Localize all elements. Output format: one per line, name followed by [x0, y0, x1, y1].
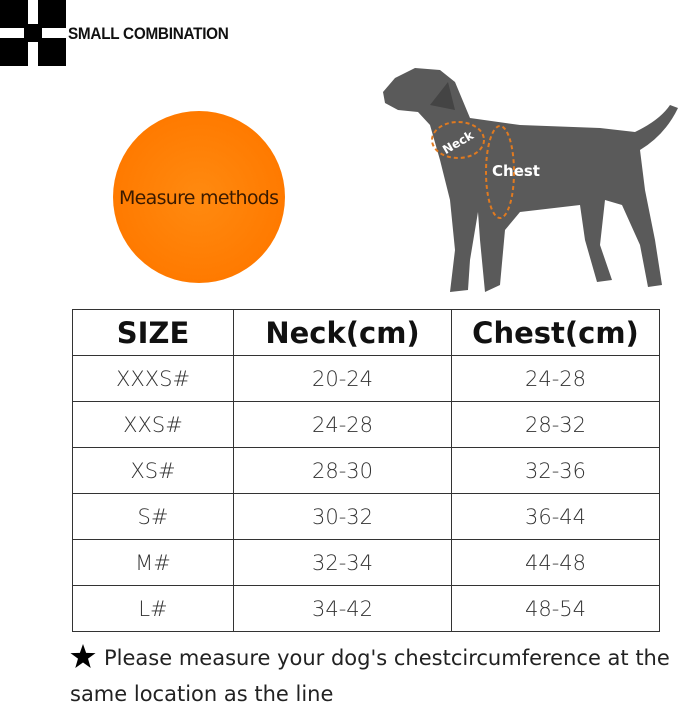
neck-line: [431, 121, 485, 159]
table-cell: 34-42: [233, 585, 452, 632]
table-cell: XXS#: [72, 401, 234, 448]
badge-circle: [113, 111, 285, 283]
table-cell: 24-28: [233, 401, 452, 448]
table-cell: 30-32: [233, 493, 452, 540]
table-cell: XXXS#: [72, 355, 234, 402]
table-cell: 44-48: [451, 539, 660, 586]
table-cell: 28-32: [451, 401, 660, 448]
column-header: Chest(cm): [451, 309, 660, 356]
dog-silhouette: [383, 68, 678, 292]
table-cell: M#: [72, 539, 234, 586]
table-cell: L#: [72, 585, 234, 632]
chest-line: [485, 125, 515, 219]
table-cell: 24-28: [451, 355, 660, 402]
table-cell: 32-34: [233, 539, 452, 586]
note: Please measure your dog's chestcircumfer…: [70, 640, 670, 712]
table-row: XXXS# 20-24 24-28: [72, 355, 660, 402]
dog-ear: [430, 82, 455, 110]
table-cell: S#: [72, 493, 234, 540]
note-text: Please measure your dog's chestcircumfer…: [70, 646, 670, 706]
column-header: SIZE: [72, 309, 234, 356]
table-row: L# 34-42 48-54: [72, 585, 660, 632]
logo: [0, 0, 66, 66]
table-row: M# 32-34 44-48: [72, 539, 660, 586]
table-row: XXS# 24-28 28-32: [72, 401, 660, 448]
table-cell: XS#: [72, 447, 234, 494]
table-cell: 48-54: [451, 585, 660, 632]
header-row: SIZE Neck(cm) Chest(cm): [72, 309, 660, 356]
size-table: SIZE Neck(cm) Chest(cm) XXXS# 20-24 24-28 X…: [72, 309, 660, 632]
star-icon: [70, 644, 96, 668]
chest-label: Chest: [492, 162, 540, 180]
column-header: Neck(cm): [233, 309, 452, 356]
brand-name: SMALL COMBINATION: [68, 24, 229, 43]
artwork: Measure methods Neck Chest: [0, 0, 678, 292]
table-row: XS# 28-30 32-36: [72, 447, 660, 494]
badge-label: Measure methods: [119, 187, 279, 209]
table-cell: 20-24: [233, 355, 452, 402]
table-cell: 36-44: [451, 493, 660, 540]
table-row: S# 30-32 36-44: [72, 493, 660, 540]
table-body: XXXS# 20-24 24-28 XXS# 24-28 28-32 XS# 28-30 32-…: [72, 355, 660, 632]
table-cell: 32-36: [451, 447, 660, 494]
table-cell: 28-30: [233, 447, 452, 494]
